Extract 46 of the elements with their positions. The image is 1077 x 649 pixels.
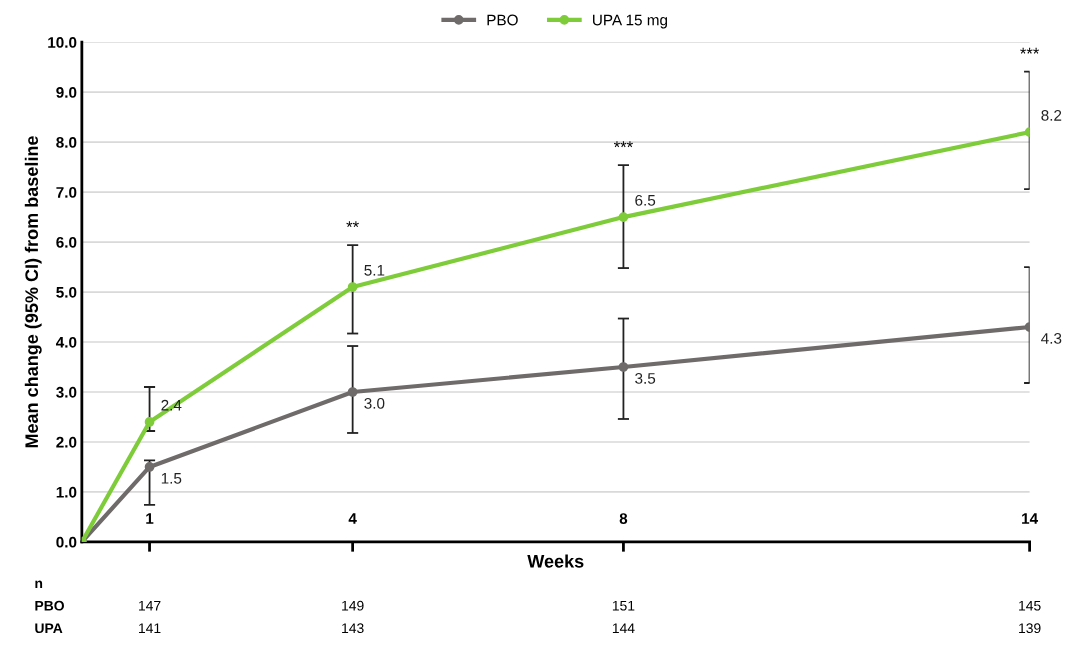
text: n <box>35 580 43 588</box>
y-tick-label: 1.0 <box>56 486 77 498</box>
text: 141 <box>139 623 161 633</box>
data-label: 4.3 <box>1041 332 1062 344</box>
y-tick-label: 3.0 <box>56 386 77 398</box>
point <box>347 282 358 292</box>
data-label: 3.5 <box>635 372 656 384</box>
y-tick-label: 0.0 <box>56 536 77 548</box>
y-tick-label: 6.0 <box>56 236 77 248</box>
y-tick-label: 7.0 <box>56 186 77 198</box>
data-label: 8.2 <box>1041 109 1062 121</box>
point <box>144 462 155 472</box>
data-label: 5.1 <box>364 265 385 276</box>
data-label: 6.5 <box>635 194 656 206</box>
annotation: *** <box>613 141 633 148</box>
y-tick-label: 9.0 <box>56 87 77 98</box>
point <box>347 387 358 397</box>
point <box>618 362 629 372</box>
x-tick-label: 8 <box>619 513 628 524</box>
y-tick-label: 5.0 <box>56 286 77 298</box>
point <box>618 212 629 222</box>
data-label: 1.5 <box>161 473 182 484</box>
text: PBO <box>35 600 64 611</box>
x-tick-label: 14 <box>1022 513 1039 524</box>
x-tick-label: 1 <box>146 513 154 524</box>
point <box>144 417 155 427</box>
text: 151 <box>612 600 635 611</box>
x-tick-label: 4 <box>348 513 357 524</box>
y-tick-label: 2.0 <box>56 436 77 448</box>
y-tick-label: 4.0 <box>55 336 77 348</box>
text: 149 <box>342 600 364 611</box>
y-tick-label: 8.0 <box>56 137 77 148</box>
text: 143 <box>342 623 364 634</box>
text: 139 <box>1019 623 1041 634</box>
y-tick-label: 10.0 <box>48 37 77 48</box>
y-axis-title: Mean change (95% CI) from baseline <box>24 136 42 448</box>
legend-label: PBO <box>487 14 518 26</box>
text: 144 <box>612 623 635 633</box>
annotation: *** <box>1020 47 1040 54</box>
legend-label: UPA 15 mg <box>593 14 668 29</box>
text: 147 <box>139 600 161 611</box>
text: UPA <box>35 623 63 634</box>
data-label: 3.0 <box>364 397 385 409</box>
annotation: ** <box>346 221 359 228</box>
x-axis-title: Weeks <box>527 554 584 568</box>
text: 145 <box>1019 600 1041 611</box>
